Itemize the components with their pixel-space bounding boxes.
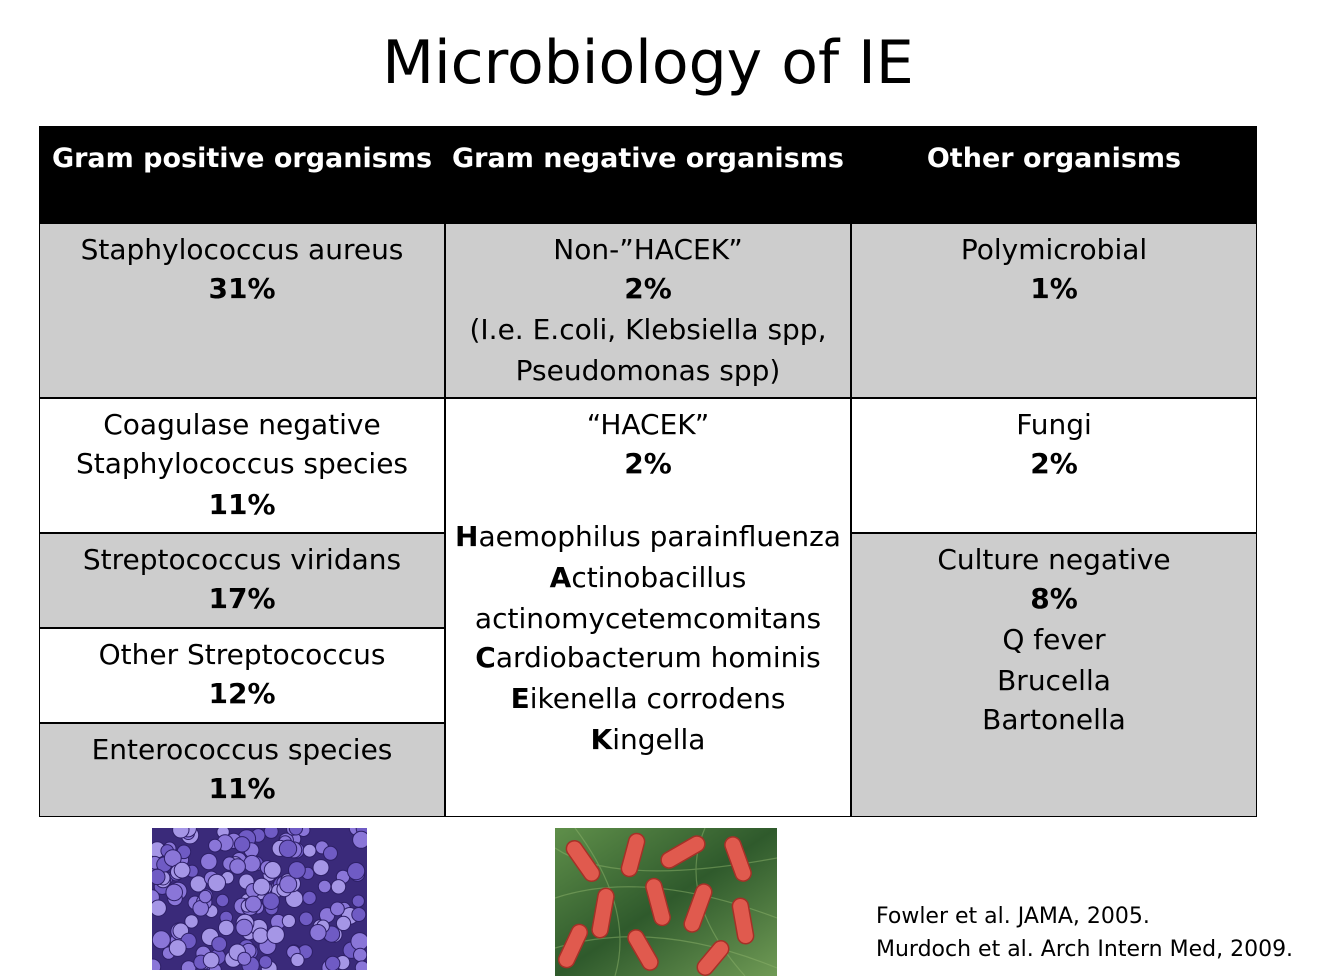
header-other: Other organisms xyxy=(851,126,1257,223)
hacek-organism: Kingella xyxy=(590,723,706,756)
organism-name: Coagulase negative xyxy=(103,408,381,441)
organism-examples: Brucella xyxy=(997,664,1111,697)
hacek-organism: actinomycetemcomitans xyxy=(474,602,822,635)
organism-examples: (I.e. E.coli, Klebsiella spp, xyxy=(469,313,827,346)
organism-name: Staphylococcus aureus xyxy=(80,233,404,266)
header-gram-negative: Gram negative organisms xyxy=(445,126,851,223)
table-cell-strep-viridans: Streptococcus viridans 17% xyxy=(39,533,445,628)
header-gram-positive: Gram positive organisms xyxy=(39,126,445,223)
organism-percent: 1% xyxy=(1030,272,1078,305)
table-cell-polymicrobial: Polymicrobial 1% xyxy=(851,223,1257,398)
table-cell-coag-negative-staph: Coagulase negative Staphylococcus specie… xyxy=(39,398,445,533)
reference-item: Fowler et al. JAMA, 2005. xyxy=(876,904,1150,929)
organism-name: Fungi xyxy=(1016,408,1092,441)
table-cell-culture-negative: Culture negative 8% Q fever Brucella Bar… xyxy=(851,533,1257,817)
organism-examples: Bartonella xyxy=(982,703,1126,736)
reference-item: Murdoch et al. Arch Intern Med, 2009. xyxy=(876,937,1294,962)
organism-percent: 11% xyxy=(208,772,276,805)
organism-name: Streptococcus viridans xyxy=(82,543,402,576)
organism-percent: 11% xyxy=(208,488,276,521)
organism-percent: 31% xyxy=(208,272,276,305)
organism-percent: 2% xyxy=(624,272,672,305)
organism-name: Polymicrobial xyxy=(960,233,1148,266)
table-cell-other-strep: Other Streptococcus 12% xyxy=(39,628,445,723)
organism-percent: 2% xyxy=(1030,447,1078,480)
table-cell-staph-aureus: Staphylococcus aureus 31% xyxy=(39,223,445,398)
table-cell-fungi: Fungi 2% xyxy=(851,398,1257,533)
organism-name: Enterococcus species xyxy=(91,733,393,766)
organism-name: Culture negative xyxy=(937,543,1171,576)
organism-table: Gram positive organisms Gram negative or… xyxy=(39,126,1257,817)
gram-negative-bacilli-micrograph-image xyxy=(555,828,777,976)
organism-name: “HACEK” xyxy=(586,408,710,441)
organism-percent: 8% xyxy=(1030,582,1078,615)
table-cell-hacek: “HACEK” 2% Haemophilus parainfluenza Act… xyxy=(445,398,851,817)
organism-percent: 17% xyxy=(208,582,276,615)
page-title: Microbiology of IE xyxy=(382,28,914,98)
hacek-organism: Cardiobacterum hominis xyxy=(475,641,821,674)
references: Fowler et al. JAMA, 2005. Murdoch et al.… xyxy=(876,900,1293,966)
organism-name: Staphylococcus species xyxy=(75,447,409,480)
organism-examples: Q fever xyxy=(1002,623,1106,656)
hacek-organism: Eikenella corrodens xyxy=(510,682,786,715)
organism-examples: Pseudomonas spp) xyxy=(515,354,781,387)
table-cell-non-hacek: Non-”HACEK” 2% (I.e. E.coli, Klebsiella … xyxy=(445,223,851,398)
hacek-organism: Actinobacillus xyxy=(549,561,747,594)
staphylococcus-micrograph-image xyxy=(152,828,367,970)
organism-percent: 2% xyxy=(624,447,672,480)
organism-percent: 12% xyxy=(208,677,276,710)
hacek-organism: Haemophilus parainfluenza xyxy=(455,520,841,553)
table-cell-enterococcus: Enterococcus species 11% xyxy=(39,723,445,817)
organism-name: Non-”HACEK” xyxy=(553,233,743,266)
organism-name: Other Streptococcus xyxy=(98,638,386,671)
